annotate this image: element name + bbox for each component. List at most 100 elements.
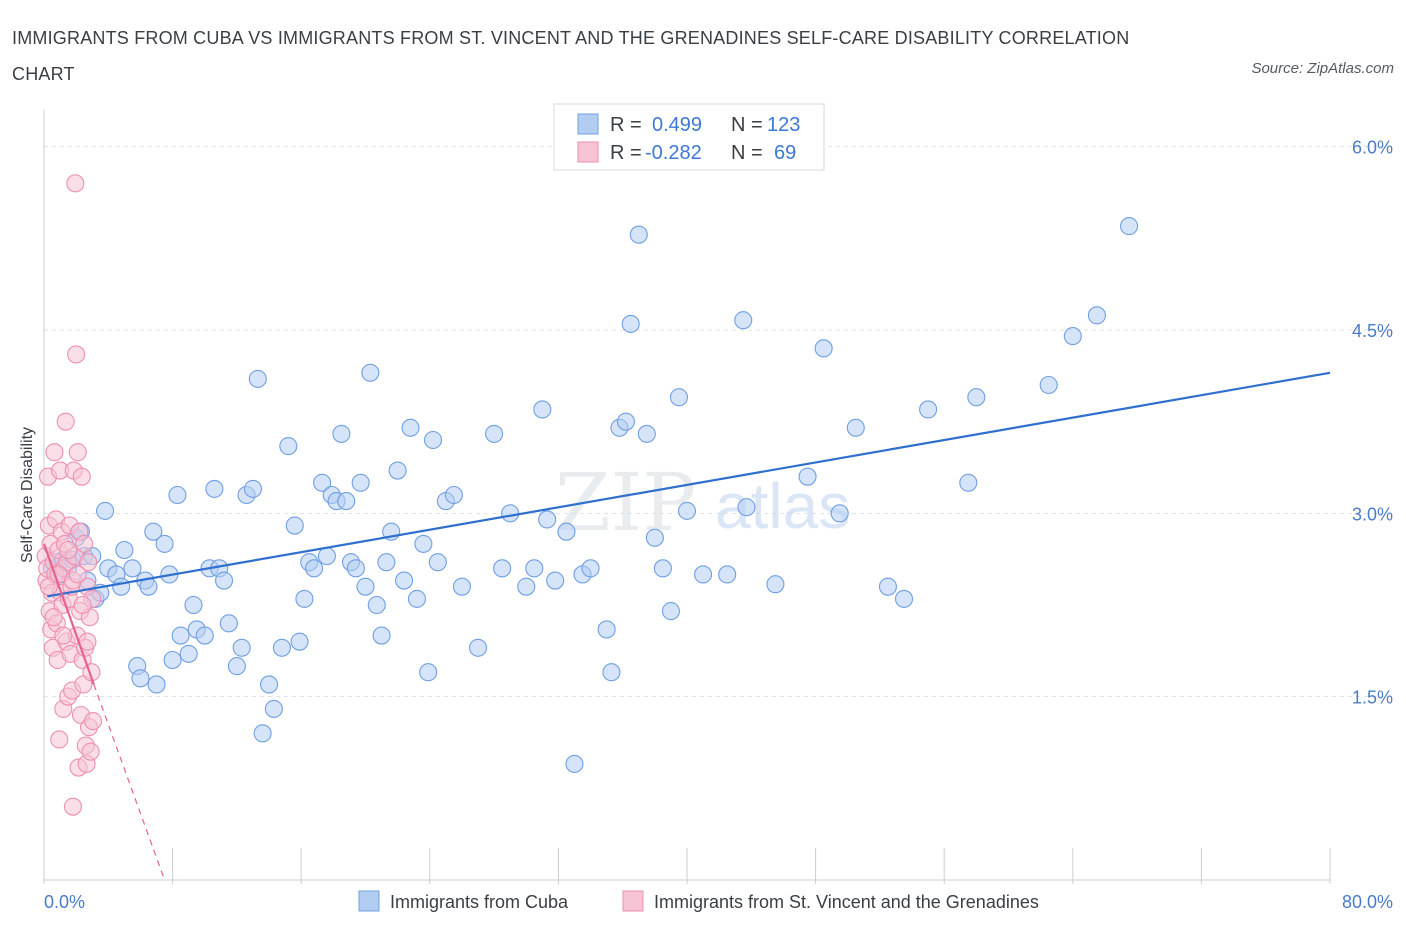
point-series0-29 bbox=[171, 626, 190, 645]
point-series0-64 bbox=[361, 363, 380, 382]
point-series0-33 bbox=[195, 626, 214, 645]
y-axis-label: Self-Care Disability bbox=[19, 427, 36, 563]
legend-n-label-cuba: N = bbox=[731, 114, 763, 136]
point-series1-64 bbox=[59, 540, 78, 560]
legend-r-label-cuba: R = bbox=[610, 114, 642, 136]
legend-r-value-svg: -0.282 bbox=[645, 142, 702, 164]
point-series0-49 bbox=[285, 516, 304, 535]
point-series1-56 bbox=[81, 742, 100, 761]
point-series0-103 bbox=[669, 388, 689, 407]
point-series1-37 bbox=[66, 174, 85, 193]
point-series0-70 bbox=[395, 571, 414, 590]
point-series1-48 bbox=[75, 534, 94, 553]
point-series0-55 bbox=[317, 547, 336, 566]
point-series0-13 bbox=[96, 501, 115, 520]
chart-source: Source: ZipAtlas.com bbox=[1251, 60, 1394, 77]
data-points bbox=[36, 174, 1139, 816]
point-series0-118 bbox=[967, 388, 986, 407]
point-series0-24 bbox=[147, 675, 166, 694]
point-series0-17 bbox=[115, 540, 134, 560]
point-series0-18 bbox=[123, 559, 142, 578]
series-legend-label-cuba: Immigrants from Cuba bbox=[390, 892, 569, 912]
point-series0-50 bbox=[290, 632, 309, 651]
watermark-atlas: atlas bbox=[715, 470, 850, 542]
point-series0-97 bbox=[621, 314, 640, 333]
point-series0-16 bbox=[112, 577, 131, 596]
point-series0-71 bbox=[401, 418, 420, 437]
point-series0-78 bbox=[444, 485, 463, 505]
trend-line-extension-series1 bbox=[93, 684, 166, 881]
chart-title: IMMIGRANTS FROM CUBA VS IMMIGRANTS FROM … bbox=[12, 28, 1130, 84]
point-series0-99 bbox=[637, 424, 656, 443]
point-series0-105 bbox=[694, 565, 713, 584]
point-series0-115 bbox=[894, 589, 914, 608]
stats-legend-box bbox=[553, 103, 825, 171]
point-series0-38 bbox=[219, 614, 238, 633]
series-legend-swatch-svg bbox=[622, 890, 644, 912]
point-series0-90 bbox=[565, 754, 584, 773]
y-tick-label-3: 6.0% bbox=[1352, 138, 1393, 158]
point-series0-119 bbox=[1039, 375, 1058, 395]
point-series0-39 bbox=[227, 657, 246, 676]
point-series1-53 bbox=[79, 553, 98, 572]
point-series0-101 bbox=[653, 559, 672, 578]
trend-line-series1 bbox=[42, 543, 95, 685]
legend-swatch-cuba bbox=[577, 113, 599, 135]
point-series0-62 bbox=[351, 473, 370, 492]
trend-lines bbox=[42, 371, 1331, 881]
point-series0-88 bbox=[546, 571, 565, 590]
point-series0-122 bbox=[1120, 217, 1139, 236]
legend-r-value-cuba: 0.499 bbox=[652, 114, 702, 136]
point-series0-89 bbox=[557, 522, 576, 541]
x-tick-label-min: 0.0% bbox=[44, 892, 85, 912]
legend-swatch-svg bbox=[577, 141, 599, 163]
point-series0-30 bbox=[179, 644, 198, 663]
point-series0-54 bbox=[313, 473, 332, 492]
point-series1-38 bbox=[67, 345, 86, 364]
point-series0-114 bbox=[878, 577, 897, 596]
point-series0-27 bbox=[163, 650, 182, 670]
point-series0-96 bbox=[616, 412, 635, 431]
watermark-zip: ZIP bbox=[555, 456, 696, 549]
point-series0-80 bbox=[468, 638, 488, 657]
point-series0-92 bbox=[581, 559, 600, 578]
point-series0-79 bbox=[452, 577, 472, 596]
point-series0-85 bbox=[525, 559, 544, 578]
point-series0-28 bbox=[168, 485, 187, 505]
point-series0-46 bbox=[264, 699, 283, 718]
point-series0-93 bbox=[597, 620, 616, 639]
point-series0-121 bbox=[1087, 306, 1106, 325]
point-series0-106 bbox=[718, 565, 737, 584]
point-series0-58 bbox=[332, 424, 351, 443]
point-series0-25 bbox=[155, 534, 174, 553]
point-series1-17 bbox=[50, 730, 69, 749]
point-series0-43 bbox=[248, 369, 267, 388]
point-series1-63 bbox=[54, 626, 73, 645]
trend-line-series0 bbox=[47, 371, 1331, 598]
series-legend-label-svg: Immigrants from St. Vincent and the Gren… bbox=[654, 892, 1039, 912]
point-series0-37 bbox=[214, 571, 234, 590]
point-series0-86 bbox=[533, 400, 552, 419]
grid-lines bbox=[44, 146, 1393, 698]
point-series0-116 bbox=[919, 400, 938, 419]
point-series0-117 bbox=[959, 473, 978, 492]
point-series1-34 bbox=[63, 797, 82, 816]
legend-n-value-svg: 69 bbox=[774, 142, 796, 164]
point-series0-53 bbox=[305, 559, 324, 578]
point-series0-72 bbox=[407, 589, 426, 608]
point-series0-87 bbox=[538, 510, 557, 529]
point-series0-69 bbox=[388, 461, 407, 480]
point-series0-74 bbox=[419, 663, 438, 682]
point-series0-40 bbox=[232, 638, 251, 657]
point-series0-73 bbox=[414, 534, 433, 553]
y-tick-labels: 1.5% 3.0% 4.5% 6.0% bbox=[1352, 138, 1393, 708]
point-series0-120 bbox=[1063, 327, 1082, 346]
point-series0-110 bbox=[798, 467, 817, 486]
point-series0-47 bbox=[272, 638, 291, 657]
point-series0-51 bbox=[295, 589, 314, 608]
point-series0-23 bbox=[144, 522, 163, 541]
series-legend-swatch-cuba bbox=[358, 890, 380, 912]
point-series1-67 bbox=[73, 595, 92, 615]
point-series0-108 bbox=[737, 498, 756, 517]
point-series0-102 bbox=[661, 602, 680, 621]
